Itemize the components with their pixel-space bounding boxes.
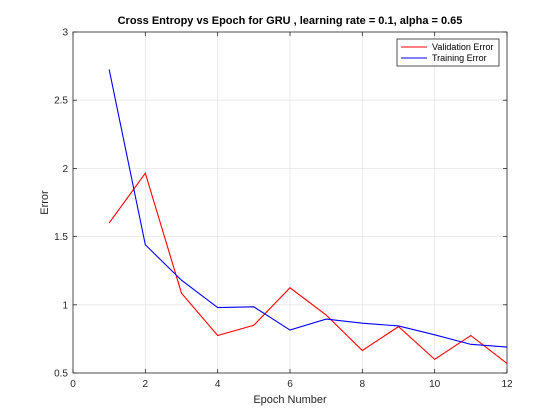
x-tick-label: 12 bbox=[501, 379, 513, 390]
y-axis-label: Error bbox=[39, 190, 51, 215]
x-axis-label: Epoch Number bbox=[253, 394, 327, 406]
y-tick-label: 0.5 bbox=[54, 369, 68, 380]
x-tick-label: 2 bbox=[143, 379, 149, 390]
legend-label: Training Error bbox=[432, 53, 487, 63]
y-tick-label: 1.5 bbox=[54, 232, 68, 243]
x-tick-label: 10 bbox=[429, 379, 441, 390]
legend-box bbox=[396, 38, 500, 67]
x-tick-label: 8 bbox=[360, 379, 366, 390]
y-tick-label: 2 bbox=[62, 164, 68, 175]
y-tick-label: 2.5 bbox=[54, 96, 68, 107]
y-tick-label: 1 bbox=[62, 300, 68, 311]
series-line-training-error bbox=[108, 69, 508, 348]
series-line-validation-error bbox=[108, 171, 508, 364]
legend-label: Validation Error bbox=[432, 42, 493, 52]
series-lines bbox=[108, 69, 508, 364]
y-tick-label: 3 bbox=[62, 28, 68, 39]
x-tick-label: 6 bbox=[287, 379, 293, 390]
chart-title: Cross Entropy vs Epoch for GRU , learnin… bbox=[118, 15, 463, 27]
axis-ticks: 0 2 4 6 8 10 12 0.5 1 1.5 2 2.5 3 bbox=[54, 28, 513, 391]
x-tick-label: 0 bbox=[70, 379, 76, 390]
x-tick-label: 4 bbox=[215, 379, 221, 390]
